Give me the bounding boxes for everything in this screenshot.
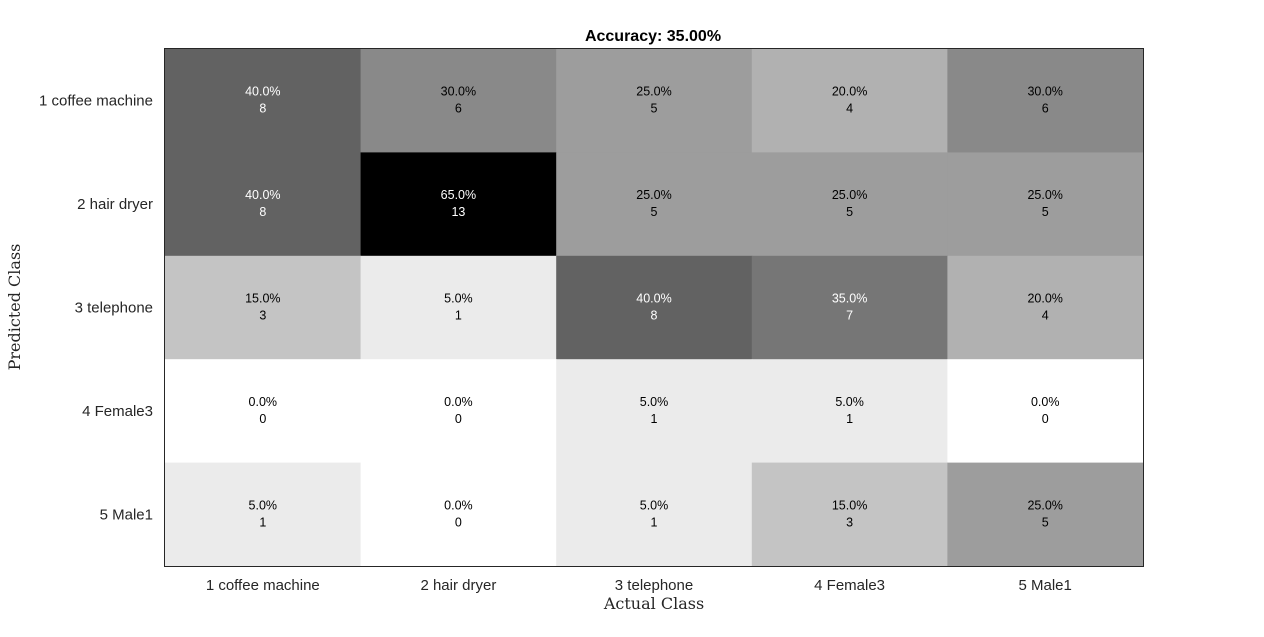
cell-count-r4-c4: 1	[846, 412, 853, 426]
cell-percent-r5-c2: 0.0%	[444, 498, 473, 512]
cell-percent-r5-c4: 15.0%	[832, 498, 867, 512]
cell-percent-r1-c3: 25.0%	[636, 85, 671, 99]
cell-count-r2-c3: 5	[651, 205, 658, 219]
y-tick-label-2: 2 hair dryer	[77, 196, 153, 213]
heatmap-cell-r1-c4	[751, 49, 948, 153]
heatmap-cell-r4-c5	[947, 359, 1144, 464]
cell-percent-r3-c5: 20.0%	[1027, 292, 1062, 306]
heatmap-cell-r1-c2	[360, 49, 557, 153]
cell-percent-r1-c2: 30.0%	[441, 85, 476, 99]
heatmap-cell-r4-c3	[556, 359, 753, 464]
heatmap-cell-r2-c4	[751, 152, 948, 257]
cell-percent-r3-c1: 15.0%	[245, 292, 280, 306]
cell-percent-r1-c4: 20.0%	[832, 85, 867, 99]
cell-count-r5-c4: 3	[846, 515, 853, 529]
heatmap-cell-r3-c3	[556, 255, 753, 360]
cell-percent-r1-c5: 30.0%	[1027, 85, 1062, 99]
cell-count-r4-c1: 0	[259, 412, 266, 426]
cell-count-r3-c4: 7	[846, 309, 853, 323]
cell-count-r3-c5: 4	[1042, 309, 1049, 323]
cell-count-r5-c3: 1	[651, 515, 658, 529]
heatmap-cell-r5-c2	[360, 462, 557, 567]
cell-count-r2-c2: 13	[451, 205, 465, 219]
cell-count-r3-c3: 8	[651, 309, 658, 323]
cell-percent-r5-c3: 5.0%	[640, 498, 669, 512]
heatmap-cell-r5-c5	[947, 462, 1144, 567]
cell-percent-r2-c1: 40.0%	[245, 188, 280, 202]
cell-count-r3-c2: 1	[455, 309, 462, 323]
cell-count-r1-c4: 4	[846, 102, 853, 116]
x-tick-labels: 1 coffee machine 2 hair dryer 3 telephone 4…	[206, 577, 1072, 594]
x-axis-label: Actual Class	[603, 594, 704, 613]
cell-count-r1-c5: 6	[1042, 102, 1049, 116]
heatmap-cells: 40.0%830.0%625.0%520.0%430.0%640.0%865.0…	[165, 49, 1144, 567]
cell-percent-r2-c3: 25.0%	[636, 188, 671, 202]
cell-percent-r3-c2: 5.0%	[444, 292, 473, 306]
heatmap-cell-r5-c4	[751, 462, 948, 567]
x-tick-label-4: 4 Female3	[814, 577, 885, 594]
cell-count-r3-c1: 3	[259, 309, 266, 323]
cell-percent-r2-c5: 25.0%	[1027, 188, 1062, 202]
cell-count-r5-c2: 0	[455, 515, 462, 529]
cell-percent-r4-c3: 5.0%	[640, 395, 669, 409]
cell-count-r1-c1: 8	[259, 102, 266, 116]
heatmap-cell-r4-c1	[165, 359, 362, 464]
heatmap-cell-r3-c4	[751, 255, 948, 360]
x-tick-label-3: 3 telephone	[615, 577, 693, 594]
cell-percent-r4-c2: 0.0%	[444, 395, 473, 409]
cell-count-r4-c2: 0	[455, 412, 462, 426]
heatmap-cell-r5-c1	[165, 462, 362, 567]
chart-title: Accuracy: 35.00%	[585, 28, 721, 45]
cell-count-r4-c3: 1	[651, 412, 658, 426]
heatmap-cell-r2-c1	[165, 152, 362, 257]
heatmap-cell-r3-c2	[360, 255, 557, 360]
x-tick-label-1: 1 coffee machine	[206, 577, 320, 594]
x-tick-label-5: 5 Male1	[1019, 577, 1072, 594]
cell-count-r2-c5: 5	[1042, 205, 1049, 219]
cell-percent-r4-c4: 5.0%	[835, 395, 864, 409]
cell-percent-r1-c1: 40.0%	[245, 85, 280, 99]
heatmap-cell-r4-c4	[751, 359, 948, 464]
heatmap-cell-r1-c3	[556, 49, 753, 153]
cell-count-r5-c5: 5	[1042, 515, 1049, 529]
cell-percent-r5-c1: 5.0%	[249, 498, 278, 512]
heatmap-cell-r3-c5	[947, 255, 1144, 360]
plot-frame	[164, 48, 1144, 567]
cell-percent-r4-c5: 0.0%	[1031, 395, 1060, 409]
cell-count-r2-c4: 5	[846, 205, 853, 219]
cell-percent-r2-c2: 65.0%	[441, 188, 476, 202]
cell-percent-r2-c4: 25.0%	[832, 188, 867, 202]
heatmap-cell-r2-c5	[947, 152, 1144, 257]
cell-percent-r3-c3: 40.0%	[636, 292, 671, 306]
y-tick-label-1: 1 coffee machine	[39, 93, 153, 110]
heatmap-cell-r4-c2	[360, 359, 557, 464]
heatmap-cell-r2-c2	[360, 152, 557, 257]
y-tick-label-4: 4 Female3	[82, 403, 153, 420]
heatmap-cell-r3-c1	[165, 255, 362, 360]
x-tick-label-2: 2 hair dryer	[420, 577, 496, 594]
cell-count-r2-c1: 8	[259, 205, 266, 219]
cell-percent-r4-c1: 0.0%	[249, 395, 278, 409]
heatmap-cell-r1-c1	[165, 49, 362, 153]
heatmap-cell-r5-c3	[556, 462, 753, 567]
cell-count-r4-c5: 0	[1042, 412, 1049, 426]
y-tick-label-5: 5 Male1	[100, 506, 153, 523]
cell-percent-r3-c4: 35.0%	[832, 292, 867, 306]
y-axis-label: Predicted Class	[5, 244, 24, 371]
heatmap-cell-r1-c5	[947, 49, 1144, 153]
cell-percent-r5-c5: 25.0%	[1027, 498, 1062, 512]
cell-count-r1-c2: 6	[455, 102, 462, 116]
cell-count-r1-c3: 5	[651, 102, 658, 116]
y-tick-labels: 1 coffee machine 2 hair dryer 3 telephone 4…	[39, 93, 153, 524]
heatmap-cell-r2-c3	[556, 152, 753, 257]
cell-count-r5-c1: 1	[259, 515, 266, 529]
y-tick-label-3: 3 telephone	[75, 300, 153, 317]
